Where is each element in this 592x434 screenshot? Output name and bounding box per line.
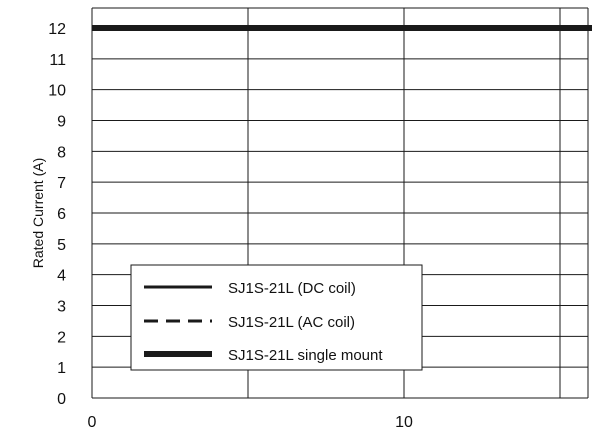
legend-label-1: SJ1S-21L (DC coil) [228, 280, 356, 297]
y-tick-label: 10 [48, 83, 66, 100]
legend-label-3: SJ1S-21L single mount [228, 347, 383, 364]
y-tick-label: 4 [57, 268, 66, 285]
y-tick-label: 12 [48, 21, 66, 38]
y-tick-label: 6 [57, 206, 66, 223]
y-tick-label: 8 [57, 144, 66, 161]
legend: SJ1S-21L (DC coil) SJ1S-21L (AC coil) SJ1S… [130, 264, 423, 371]
y-tick-label: 7 [57, 175, 66, 192]
y-tick-label: 2 [57, 329, 66, 346]
x-tick-label: 0 [88, 414, 97, 431]
y-tick-label: 11 [49, 52, 66, 69]
y-tick-label: 3 [57, 299, 66, 316]
x-tick-labels: 010203040506070 [88, 414, 413, 431]
x-tick-label: 10 [395, 414, 413, 431]
y-axis-label: Rated Current (A) [30, 158, 46, 268]
y-tick-label: 9 [57, 114, 66, 131]
legend-label-2: SJ1S-21L (AC coil) [228, 314, 355, 331]
y-tick-label: 0 [57, 391, 66, 408]
y-tick-label: 1 [57, 360, 66, 377]
y-tick-label: 5 [57, 237, 66, 254]
